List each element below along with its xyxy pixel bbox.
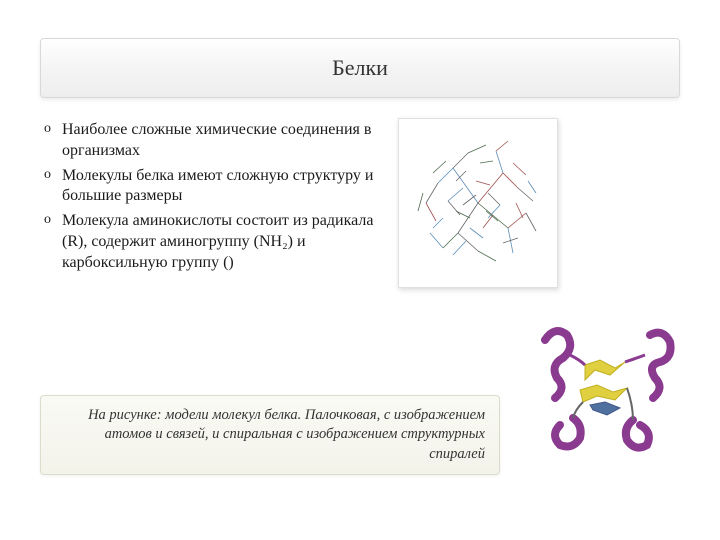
list-item: Молекулы белка имеют сложную структуру и… xyxy=(40,166,380,208)
caption-box: На рисунке: модели молекул белка. Палочк… xyxy=(40,395,500,475)
title-bar: Белки xyxy=(40,38,680,98)
stick-model-image xyxy=(398,118,558,288)
ribbon-model-svg xyxy=(525,310,685,460)
caption-text: На рисунке: модели молекул белка. Палочк… xyxy=(55,406,485,465)
list-item: Молекула аминокислоты состоит из радикал… xyxy=(40,211,380,273)
content-area: Наиболее сложные химические соединения в… xyxy=(40,120,380,278)
stick-model-svg xyxy=(408,133,548,273)
bullet-list: Наиболее сложные химические соединения в… xyxy=(40,120,380,274)
ribbon-model-image xyxy=(520,305,690,465)
page-title: Белки xyxy=(332,55,388,81)
list-item: Наиболее сложные химические соединения в… xyxy=(40,120,380,162)
